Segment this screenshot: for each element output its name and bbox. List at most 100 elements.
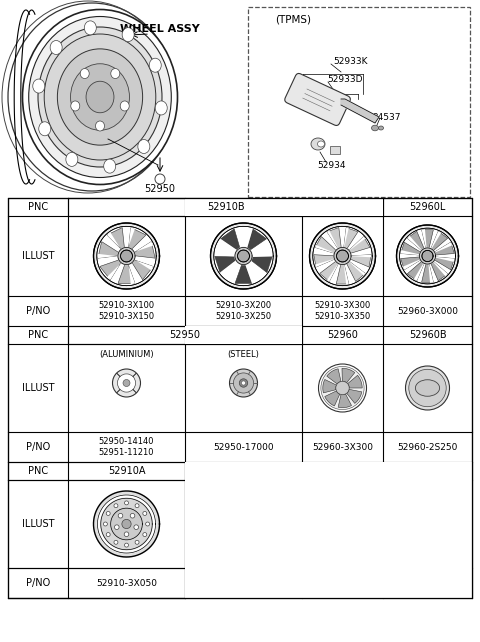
Circle shape — [241, 381, 246, 385]
Text: 52910-3X100
52910-3X150: 52910-3X100 52910-3X150 — [98, 300, 155, 322]
Bar — [185, 462, 472, 598]
Polygon shape — [407, 236, 422, 250]
Polygon shape — [320, 261, 338, 281]
Polygon shape — [134, 241, 153, 252]
Circle shape — [114, 525, 119, 530]
Bar — [185, 198, 302, 216]
Circle shape — [106, 512, 110, 516]
Text: 52960B: 52960B — [408, 330, 446, 340]
Polygon shape — [134, 259, 153, 270]
Polygon shape — [420, 248, 435, 264]
Text: 52960: 52960 — [327, 330, 358, 340]
Polygon shape — [101, 498, 152, 550]
Circle shape — [106, 533, 110, 537]
Polygon shape — [342, 369, 355, 383]
Polygon shape — [421, 264, 433, 282]
Polygon shape — [120, 250, 132, 262]
Polygon shape — [314, 255, 335, 267]
Polygon shape — [327, 230, 338, 248]
Text: 52910-3X200
52910-3X250: 52910-3X200 52910-3X250 — [216, 300, 272, 322]
Polygon shape — [100, 260, 121, 280]
Polygon shape — [132, 260, 153, 280]
Circle shape — [409, 369, 446, 406]
Ellipse shape — [80, 69, 89, 78]
Polygon shape — [421, 230, 433, 248]
Circle shape — [143, 512, 147, 516]
Ellipse shape — [317, 141, 324, 147]
Circle shape — [123, 379, 130, 386]
Polygon shape — [348, 376, 362, 388]
Circle shape — [233, 373, 253, 393]
Circle shape — [240, 379, 248, 387]
Circle shape — [321, 367, 364, 410]
Polygon shape — [235, 247, 252, 265]
Text: 52950-14140
52951-11210: 52950-14140 52951-11210 — [99, 437, 154, 457]
Ellipse shape — [84, 21, 96, 35]
Polygon shape — [211, 223, 276, 289]
Polygon shape — [128, 265, 135, 284]
Polygon shape — [235, 265, 252, 283]
Circle shape — [124, 532, 129, 537]
Polygon shape — [220, 229, 240, 250]
Text: PNC: PNC — [28, 202, 48, 212]
Polygon shape — [434, 257, 455, 270]
Ellipse shape — [58, 49, 143, 145]
Polygon shape — [341, 99, 379, 123]
Circle shape — [145, 522, 150, 526]
Circle shape — [319, 364, 367, 412]
Text: ILLUST: ILLUST — [22, 383, 54, 393]
Circle shape — [124, 543, 129, 547]
Text: 52960L: 52960L — [409, 202, 446, 212]
Polygon shape — [401, 257, 420, 270]
Polygon shape — [401, 242, 420, 255]
Polygon shape — [310, 223, 375, 289]
Text: ILLUST: ILLUST — [22, 251, 54, 261]
Text: 52950-17000: 52950-17000 — [213, 442, 274, 451]
Ellipse shape — [122, 28, 134, 42]
Text: H: H — [424, 383, 431, 392]
Text: 52960-3X300: 52960-3X300 — [312, 442, 373, 451]
Text: 52950: 52950 — [169, 330, 201, 340]
Polygon shape — [407, 231, 424, 250]
Ellipse shape — [71, 101, 80, 111]
Ellipse shape — [155, 101, 167, 115]
Polygon shape — [245, 229, 253, 248]
Polygon shape — [347, 389, 362, 403]
Ellipse shape — [33, 79, 45, 93]
Text: 24537: 24537 — [373, 114, 401, 123]
Text: PNC: PNC — [28, 466, 48, 476]
Polygon shape — [336, 265, 349, 284]
Polygon shape — [129, 228, 146, 249]
Polygon shape — [421, 229, 427, 248]
Circle shape — [135, 541, 139, 544]
Polygon shape — [107, 228, 124, 249]
Polygon shape — [118, 265, 135, 283]
Polygon shape — [98, 241, 119, 258]
Text: 52934: 52934 — [318, 162, 346, 171]
Polygon shape — [247, 229, 266, 250]
Text: 52910B: 52910B — [207, 202, 244, 212]
Text: 52933K: 52933K — [334, 58, 368, 67]
Text: 52950: 52950 — [144, 184, 176, 194]
Ellipse shape — [96, 121, 105, 131]
Text: 52960-3X000: 52960-3X000 — [397, 306, 458, 315]
Polygon shape — [94, 223, 159, 289]
Polygon shape — [349, 236, 370, 254]
Polygon shape — [238, 250, 250, 262]
Polygon shape — [351, 255, 371, 257]
Polygon shape — [251, 256, 272, 273]
Ellipse shape — [311, 138, 325, 150]
Polygon shape — [315, 259, 335, 267]
Text: H: H — [339, 383, 346, 392]
Polygon shape — [315, 236, 336, 254]
Ellipse shape — [104, 159, 116, 173]
Polygon shape — [429, 264, 433, 283]
Circle shape — [135, 504, 139, 508]
Bar — [302, 198, 383, 216]
Polygon shape — [252, 255, 272, 257]
FancyBboxPatch shape — [285, 73, 350, 125]
Text: (ALUMINIUM): (ALUMINIUM) — [99, 349, 154, 358]
Polygon shape — [107, 232, 121, 250]
Circle shape — [336, 381, 349, 395]
Polygon shape — [334, 247, 351, 265]
